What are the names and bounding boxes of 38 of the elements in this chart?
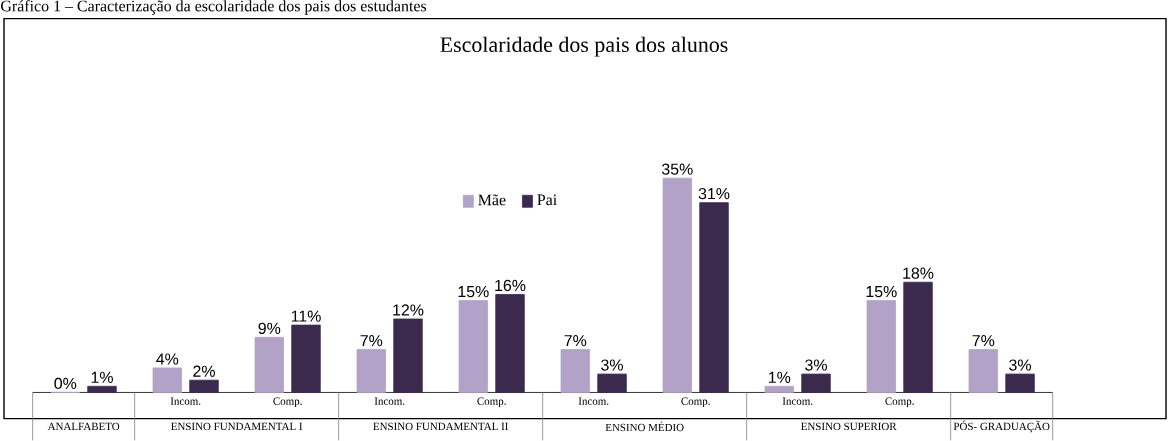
data-label: 7% [360, 335, 383, 347]
x-tick-label: Comp. [273, 397, 302, 408]
x-tick-label: Comp. [681, 397, 710, 408]
data-label: 16% [495, 279, 526, 292]
data-label: 1% [769, 371, 791, 383]
data-label: 15% [458, 286, 489, 298]
legend-label: Pai [537, 194, 557, 206]
data-label: 35% [661, 163, 693, 175]
text: Gráfico 1 – Caracterização da escolaridade dos pais dos estudantes [1, 0, 427, 15]
data-label: 3% [601, 359, 623, 371]
data-label: 0% [54, 377, 77, 390]
x-tick-label: Incom. [374, 397, 405, 405]
x-tick-label: Comp. [885, 397, 914, 408]
x-tick-label: Incom. [578, 397, 609, 405]
data-label: 2% [193, 365, 215, 377]
data-label: 31% [698, 188, 730, 200]
data-label: 7% [564, 335, 587, 347]
text: ENSINO SUPERIOR [801, 422, 897, 431]
text: ENSINO FUNDAMENTAL I [171, 422, 303, 431]
data-label: 18% [903, 267, 934, 279]
x-tick-label: Incom. [782, 397, 813, 405]
data-label: 7% [972, 335, 995, 347]
data-label: 15% [866, 286, 897, 298]
text: ANALFABETO [47, 422, 120, 431]
data-label: 3% [805, 359, 827, 371]
text: ENSINO FUNDAMENTAL II [373, 422, 509, 431]
data-label: 3% [1009, 359, 1031, 371]
data-label: 11% [291, 310, 321, 322]
x-tick-label: Comp. [477, 397, 506, 408]
x-tick-label: Incom. [170, 397, 201, 405]
data-label: 9% [258, 322, 281, 335]
data-label: 4% [156, 353, 179, 365]
data-label: 12% [393, 304, 424, 316]
text: PÓS- GRADUAÇÃO [953, 420, 1050, 433]
text: ENSINO MÉDIO [605, 421, 684, 432]
legend-label: Mãe [478, 194, 506, 206]
chart-title: Escolaridade dos pais dos alunos [440, 36, 728, 57]
data-label: 1% [91, 371, 113, 383]
